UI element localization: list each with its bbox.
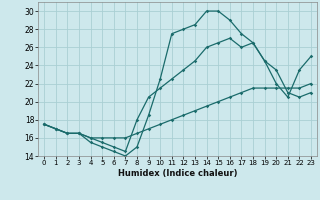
- X-axis label: Humidex (Indice chaleur): Humidex (Indice chaleur): [118, 169, 237, 178]
